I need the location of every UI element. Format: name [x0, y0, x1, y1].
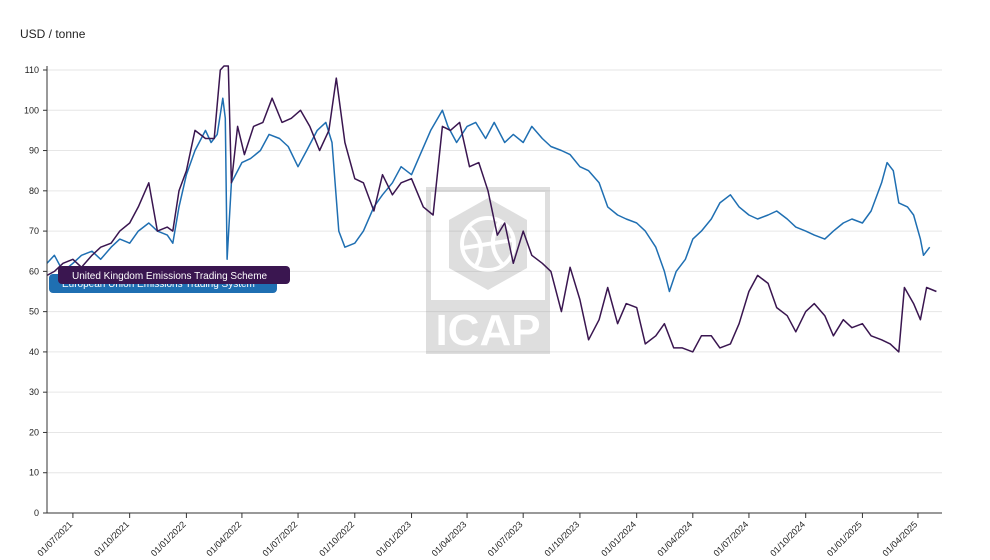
globe-outline [460, 216, 516, 272]
x-tick-label: 01/01/2023 [374, 519, 413, 558]
x-axis-ticks: 01/07/2021 01/10/2021 01/01/2022 01/04/2022… [35, 513, 919, 558]
y-axis-label: USD / tonne [20, 27, 86, 41]
y-tick-label: 50 [29, 307, 39, 317]
x-tick-label: 01/04/2024 [655, 519, 694, 558]
axes [46, 66, 942, 514]
x-tick-label: 01/01/2024 [599, 519, 638, 558]
x-tick-label: 01/01/2022 [149, 519, 188, 558]
legend: European Union Emissions Trading SystemU… [49, 266, 290, 293]
y-tick-label: 30 [29, 387, 39, 397]
y-tick-label: 10 [29, 468, 39, 478]
x-tick-label: 01/07/2021 [35, 519, 74, 558]
icap-logo: ICAP [426, 187, 550, 355]
y-tick-label: 110 [25, 65, 39, 75]
series-lines [46, 65, 937, 353]
legend-uk-label: United Kingdom Emissions Trading Scheme [72, 271, 268, 282]
x-tick-label: 01/10/2022 [317, 519, 356, 558]
globe-icon [449, 198, 527, 290]
x-tick-label: 01/01/2025 [825, 519, 864, 558]
globe-meridians [462, 220, 514, 268]
x-tick-label: 01/10/2023 [542, 519, 581, 558]
y-tick-label: 70 [29, 226, 39, 236]
x-tick-label: 01/04/2022 [204, 519, 243, 558]
y-tick-label: 0 [34, 508, 39, 518]
x-tick-label: 01/07/2024 [711, 519, 750, 558]
icap-watermark: ICAP [426, 187, 550, 355]
y-tick-label: 100 [24, 105, 39, 115]
watermark-inner [431, 192, 545, 300]
x-tick-label: 01/10/2021 [92, 519, 131, 558]
series-line [46, 97, 931, 293]
y-tick-label: 40 [29, 347, 39, 357]
x-tick-label: 01/07/2023 [486, 519, 525, 558]
x-tick-label: 01/04/2023 [430, 519, 469, 558]
legend-uk-box [58, 266, 290, 284]
watermark-box [426, 187, 550, 354]
x-tick-label: 01/07/2022 [261, 519, 300, 558]
y-tick-label: 20 [29, 427, 39, 437]
series-line [46, 65, 937, 353]
x-tick-label: 01/10/2024 [768, 519, 807, 558]
y-tick-label: 80 [29, 186, 39, 196]
watermark-text: ICAP [435, 306, 540, 355]
legend-eu-label: European Union Emissions Trading System [62, 279, 255, 290]
y-tick-label: 60 [29, 266, 39, 276]
y-tick-label: 90 [29, 146, 39, 156]
x-tick-label: 01/04/2025 [880, 519, 919, 558]
y-axis-ticks: 0 10 20 30 40 50 60 70 80 90 100 110 [24, 65, 47, 518]
